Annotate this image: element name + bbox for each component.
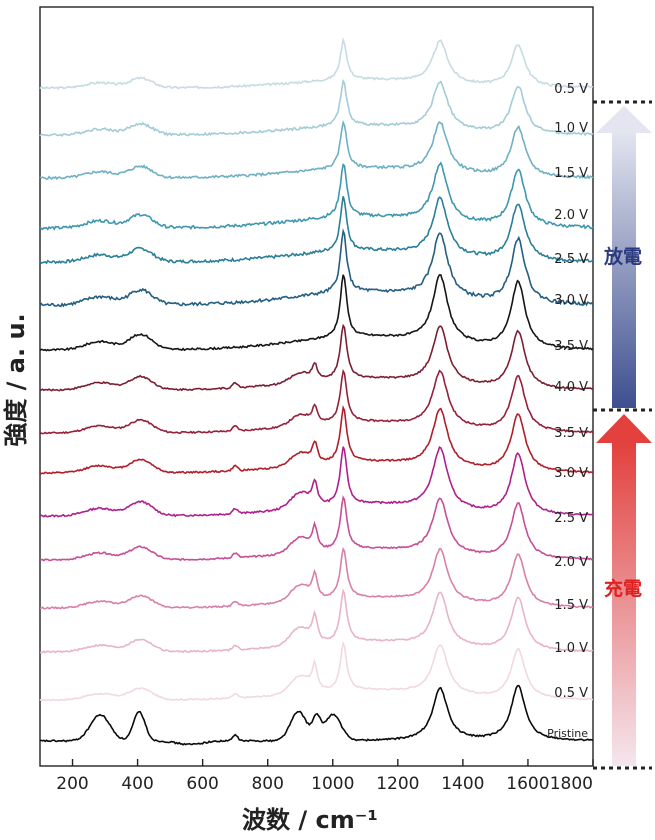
x-tick-label: 1800 (550, 774, 593, 794)
spectrum-line (39, 37, 594, 91)
spectrum-line (39, 588, 594, 654)
x-tick-label: 400 (121, 774, 153, 794)
series-label: 4.0 V (554, 380, 588, 395)
spectrum-line (39, 228, 594, 308)
series-label: 1.5 V (554, 598, 588, 613)
series-label: 3.0 V (554, 293, 588, 308)
x-tick-label: 1200 (376, 774, 419, 794)
series-label: 3.5 V (554, 426, 588, 441)
spectra-group (39, 37, 594, 746)
series-label: 2.5 V (554, 252, 588, 267)
series-label: 2.0 V (554, 208, 588, 223)
series-label: 1.5 V (554, 166, 588, 181)
spectrum-line (39, 404, 594, 475)
x-axis-title: 波数 / cm⁻¹ (242, 806, 378, 834)
x-tick-label: 1400 (441, 774, 484, 794)
spectrum-line (39, 446, 594, 518)
series-label: 2.5 V (554, 511, 588, 526)
spectrum-line (39, 640, 594, 702)
series-labels-group: 0.5 V 1.0 V 1.5 V 2.0 V 2.5 V 3.0 V 3.5 V 4.0 V… (547, 82, 588, 740)
spectrum-line (39, 684, 594, 746)
spectrum-line (39, 196, 594, 265)
series-label: 2.0 V (554, 555, 588, 570)
spectrum-line (39, 495, 594, 562)
spectrum-line (39, 78, 594, 138)
series-label: 0.5 V (554, 686, 588, 701)
x-tick-label: 1600 (506, 774, 549, 794)
series-label: Pristine (547, 727, 588, 740)
x-axis-ticks (71, 759, 594, 766)
spectrum-line (39, 368, 594, 435)
series-label: 3.5 V (554, 339, 588, 354)
x-axis-tick-labels: 200 400 600 800 1000 1200 1400 1600 1800 (56, 774, 593, 794)
series-label: 1.0 V (554, 641, 588, 656)
discharge-label: 放電 (603, 245, 642, 268)
x-tick-label: 200 (56, 774, 88, 794)
spectrum-line (39, 546, 594, 610)
spectrum-line (39, 323, 594, 392)
y-axis-title: 強度 / a. u. (2, 313, 30, 446)
series-label: 3.0 V (554, 466, 588, 481)
charge-label: 充電 (604, 577, 642, 600)
spectrum-line (39, 274, 594, 352)
series-label: 0.5 V (554, 82, 588, 97)
plot-frame (39, 6, 594, 767)
x-tick-label: 1000 (311, 774, 354, 794)
discharge-arrow (596, 106, 652, 408)
charge-arrow (596, 414, 652, 766)
x-tick-label: 800 (251, 774, 283, 794)
series-label: 1.0 V (554, 121, 588, 136)
spectrum-line (39, 161, 594, 231)
x-tick-label: 600 (186, 774, 218, 794)
spectrum-line (39, 119, 594, 181)
